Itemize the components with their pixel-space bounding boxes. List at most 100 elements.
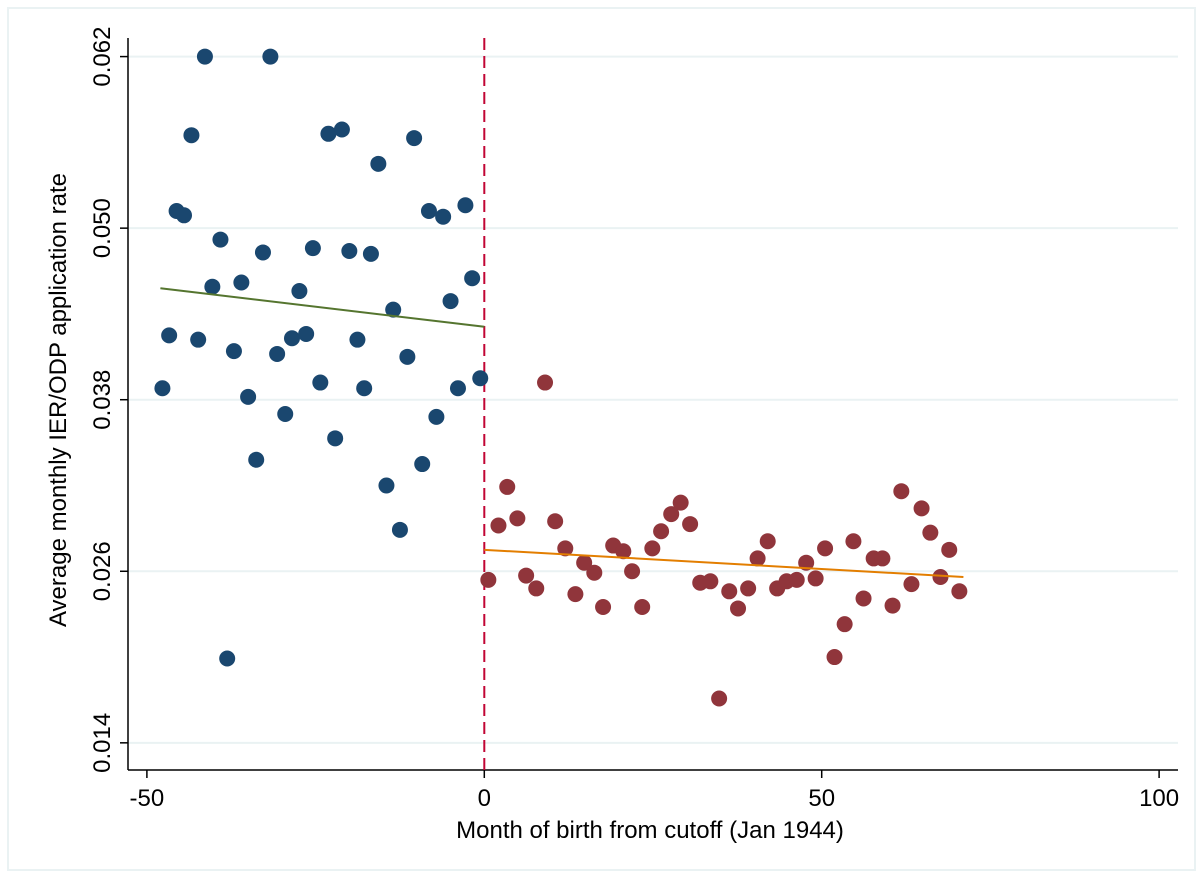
y-tick-label: 0.026 xyxy=(89,541,116,601)
scatter-point xyxy=(333,121,350,138)
scatter-point xyxy=(248,451,265,468)
scatter-point xyxy=(262,48,279,65)
scatter-point xyxy=(595,599,612,616)
scatter-point xyxy=(788,571,805,588)
scatter-point xyxy=(567,586,584,603)
scatter-point xyxy=(225,343,242,360)
scatter-point xyxy=(721,583,738,600)
scatter-point xyxy=(298,325,315,342)
scatter-point xyxy=(509,510,526,527)
scatter-point xyxy=(557,540,574,557)
fit-line xyxy=(484,548,964,578)
scatter-point xyxy=(341,243,358,260)
y-axis-label: Average monthly IER/ODP application rate xyxy=(45,173,72,627)
scatter-point xyxy=(291,283,308,300)
y-tick-label: 0.014 xyxy=(89,713,116,773)
scatter-point xyxy=(749,550,766,567)
scatter-point xyxy=(370,155,387,172)
scatter-point xyxy=(682,516,699,533)
scatter-point xyxy=(161,327,178,344)
scatter-point xyxy=(277,406,294,423)
scatter-point xyxy=(951,583,968,600)
x-tick-label: -50 xyxy=(130,785,165,812)
scatter-point xyxy=(634,599,651,616)
scatter-point xyxy=(356,380,373,397)
scatter-point xyxy=(730,600,747,617)
scatter-point xyxy=(528,580,545,597)
scatter-point xyxy=(913,500,930,517)
scatter-point xyxy=(420,202,437,219)
scatter-point xyxy=(240,388,257,405)
y-tick-label: 0.038 xyxy=(89,370,116,430)
scatter-point xyxy=(826,649,843,666)
scatter-point xyxy=(385,301,402,318)
scatter-point xyxy=(304,240,321,257)
scatter-point xyxy=(922,524,939,541)
scatter-point xyxy=(233,274,250,291)
scatter-point xyxy=(464,270,481,287)
scatter-point xyxy=(457,197,474,214)
scatter-point xyxy=(547,513,564,530)
scatter-point xyxy=(874,550,891,567)
scatter-point xyxy=(204,278,221,295)
scatter-point xyxy=(327,430,344,447)
scatter-point xyxy=(442,293,459,310)
scatter-point xyxy=(836,616,853,633)
y-tick-label: 0.050 xyxy=(89,198,116,258)
x-axis-label: Month of birth from cutoff (Jan 1944) xyxy=(456,817,844,844)
scatter-point xyxy=(269,345,286,362)
scatter-point xyxy=(576,554,593,571)
scatter-point xyxy=(391,521,408,538)
scatter-point xyxy=(586,564,603,581)
scatter-point xyxy=(362,245,379,262)
scatter-point xyxy=(672,494,689,511)
scatter-point xyxy=(378,477,395,494)
scatter-point xyxy=(855,590,872,607)
scatter-point xyxy=(480,571,497,588)
scatter-point xyxy=(320,125,337,142)
scatter-point xyxy=(490,517,507,534)
scatter-point xyxy=(624,563,641,580)
y-tick-label: 0.062 xyxy=(89,27,116,87)
scatter-point xyxy=(176,207,193,224)
scatter-point xyxy=(884,597,901,614)
scatter-point xyxy=(845,533,862,550)
x-tick-label: 0 xyxy=(478,785,491,812)
scatter-point xyxy=(653,523,670,540)
scatter-point xyxy=(807,570,824,587)
scatter-point xyxy=(428,408,445,425)
scatter-point xyxy=(399,348,416,365)
scatter-point xyxy=(472,370,489,387)
scatter-point xyxy=(406,130,423,147)
x-tick-label: 100 xyxy=(1139,785,1179,812)
scatter-point xyxy=(154,380,171,397)
scatter-point xyxy=(663,506,680,523)
scatter-point xyxy=(941,541,958,558)
scatter-point xyxy=(219,650,236,667)
scatter-point xyxy=(740,580,757,597)
scatter-point xyxy=(817,540,834,557)
scatter-point xyxy=(183,127,200,144)
scatter-point xyxy=(254,244,271,261)
scatter-point xyxy=(196,48,213,65)
scatter-point xyxy=(312,374,329,391)
scatter-point xyxy=(499,478,516,495)
scatter-point xyxy=(518,567,535,584)
x-tick-label: 50 xyxy=(808,785,835,812)
fit-line xyxy=(160,287,485,328)
scatter-point xyxy=(893,483,910,500)
scatter-point xyxy=(615,543,632,560)
scatter-point xyxy=(644,540,661,557)
chart-frame xyxy=(7,7,1196,871)
scatter-point xyxy=(711,690,728,707)
scatter-point xyxy=(283,330,300,347)
scatter-point xyxy=(414,456,431,473)
scatter-point xyxy=(932,568,949,585)
scatter-point xyxy=(903,576,920,593)
scatter-point xyxy=(212,231,229,248)
scatter-point xyxy=(449,380,466,397)
scatter-point xyxy=(759,533,776,550)
scatter-point xyxy=(798,554,815,571)
scatter-point xyxy=(537,374,554,391)
scatter-point xyxy=(435,208,452,225)
